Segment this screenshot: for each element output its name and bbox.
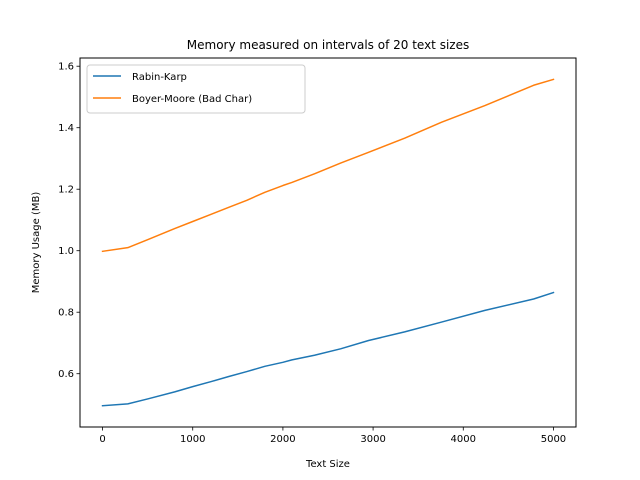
y-tick-label: 1.6 <box>58 62 74 73</box>
y-tick-label: 0.6 <box>58 369 74 380</box>
plot-frame <box>79 57 577 428</box>
x-tick-label: 5000 <box>541 434 566 445</box>
x-tick-label: 0 <box>99 434 105 445</box>
legend-label: Rabin-Karp <box>132 72 187 83</box>
legend-box <box>86 64 306 114</box>
series-line-2 <box>101 78 555 253</box>
y-tick-label: 1.4 <box>58 123 74 134</box>
legend-label: Boyer-Moore (Bad Char) <box>132 94 252 105</box>
y-tick-label: 1.2 <box>58 185 74 196</box>
y-axis-ticks: 0.6 0.8 1.0 1.2 1.4 1.6 <box>58 62 80 380</box>
y-tick-label: 0.8 <box>58 308 74 319</box>
series-line-1 <box>101 291 555 407</box>
x-tick-label: 3000 <box>360 434 385 445</box>
y-tick-label: 1.0 <box>58 246 74 257</box>
legend: Rabin-Karp Boyer-Moore (Bad Char) <box>86 64 306 114</box>
x-axis-ticks: 0 1000 2000 3000 4000 5000 <box>99 427 566 445</box>
plot-lines <box>101 78 555 407</box>
chart-title: Memory measured on intervals of 20 text … <box>187 38 469 52</box>
x-tick-label: 1000 <box>180 434 205 445</box>
x-tick-label: 2000 <box>270 434 295 445</box>
x-axis-label: Text Size <box>305 459 350 470</box>
x-tick-label: 4000 <box>451 434 476 445</box>
y-axis-label: Memory Usage (MB) <box>31 192 42 294</box>
